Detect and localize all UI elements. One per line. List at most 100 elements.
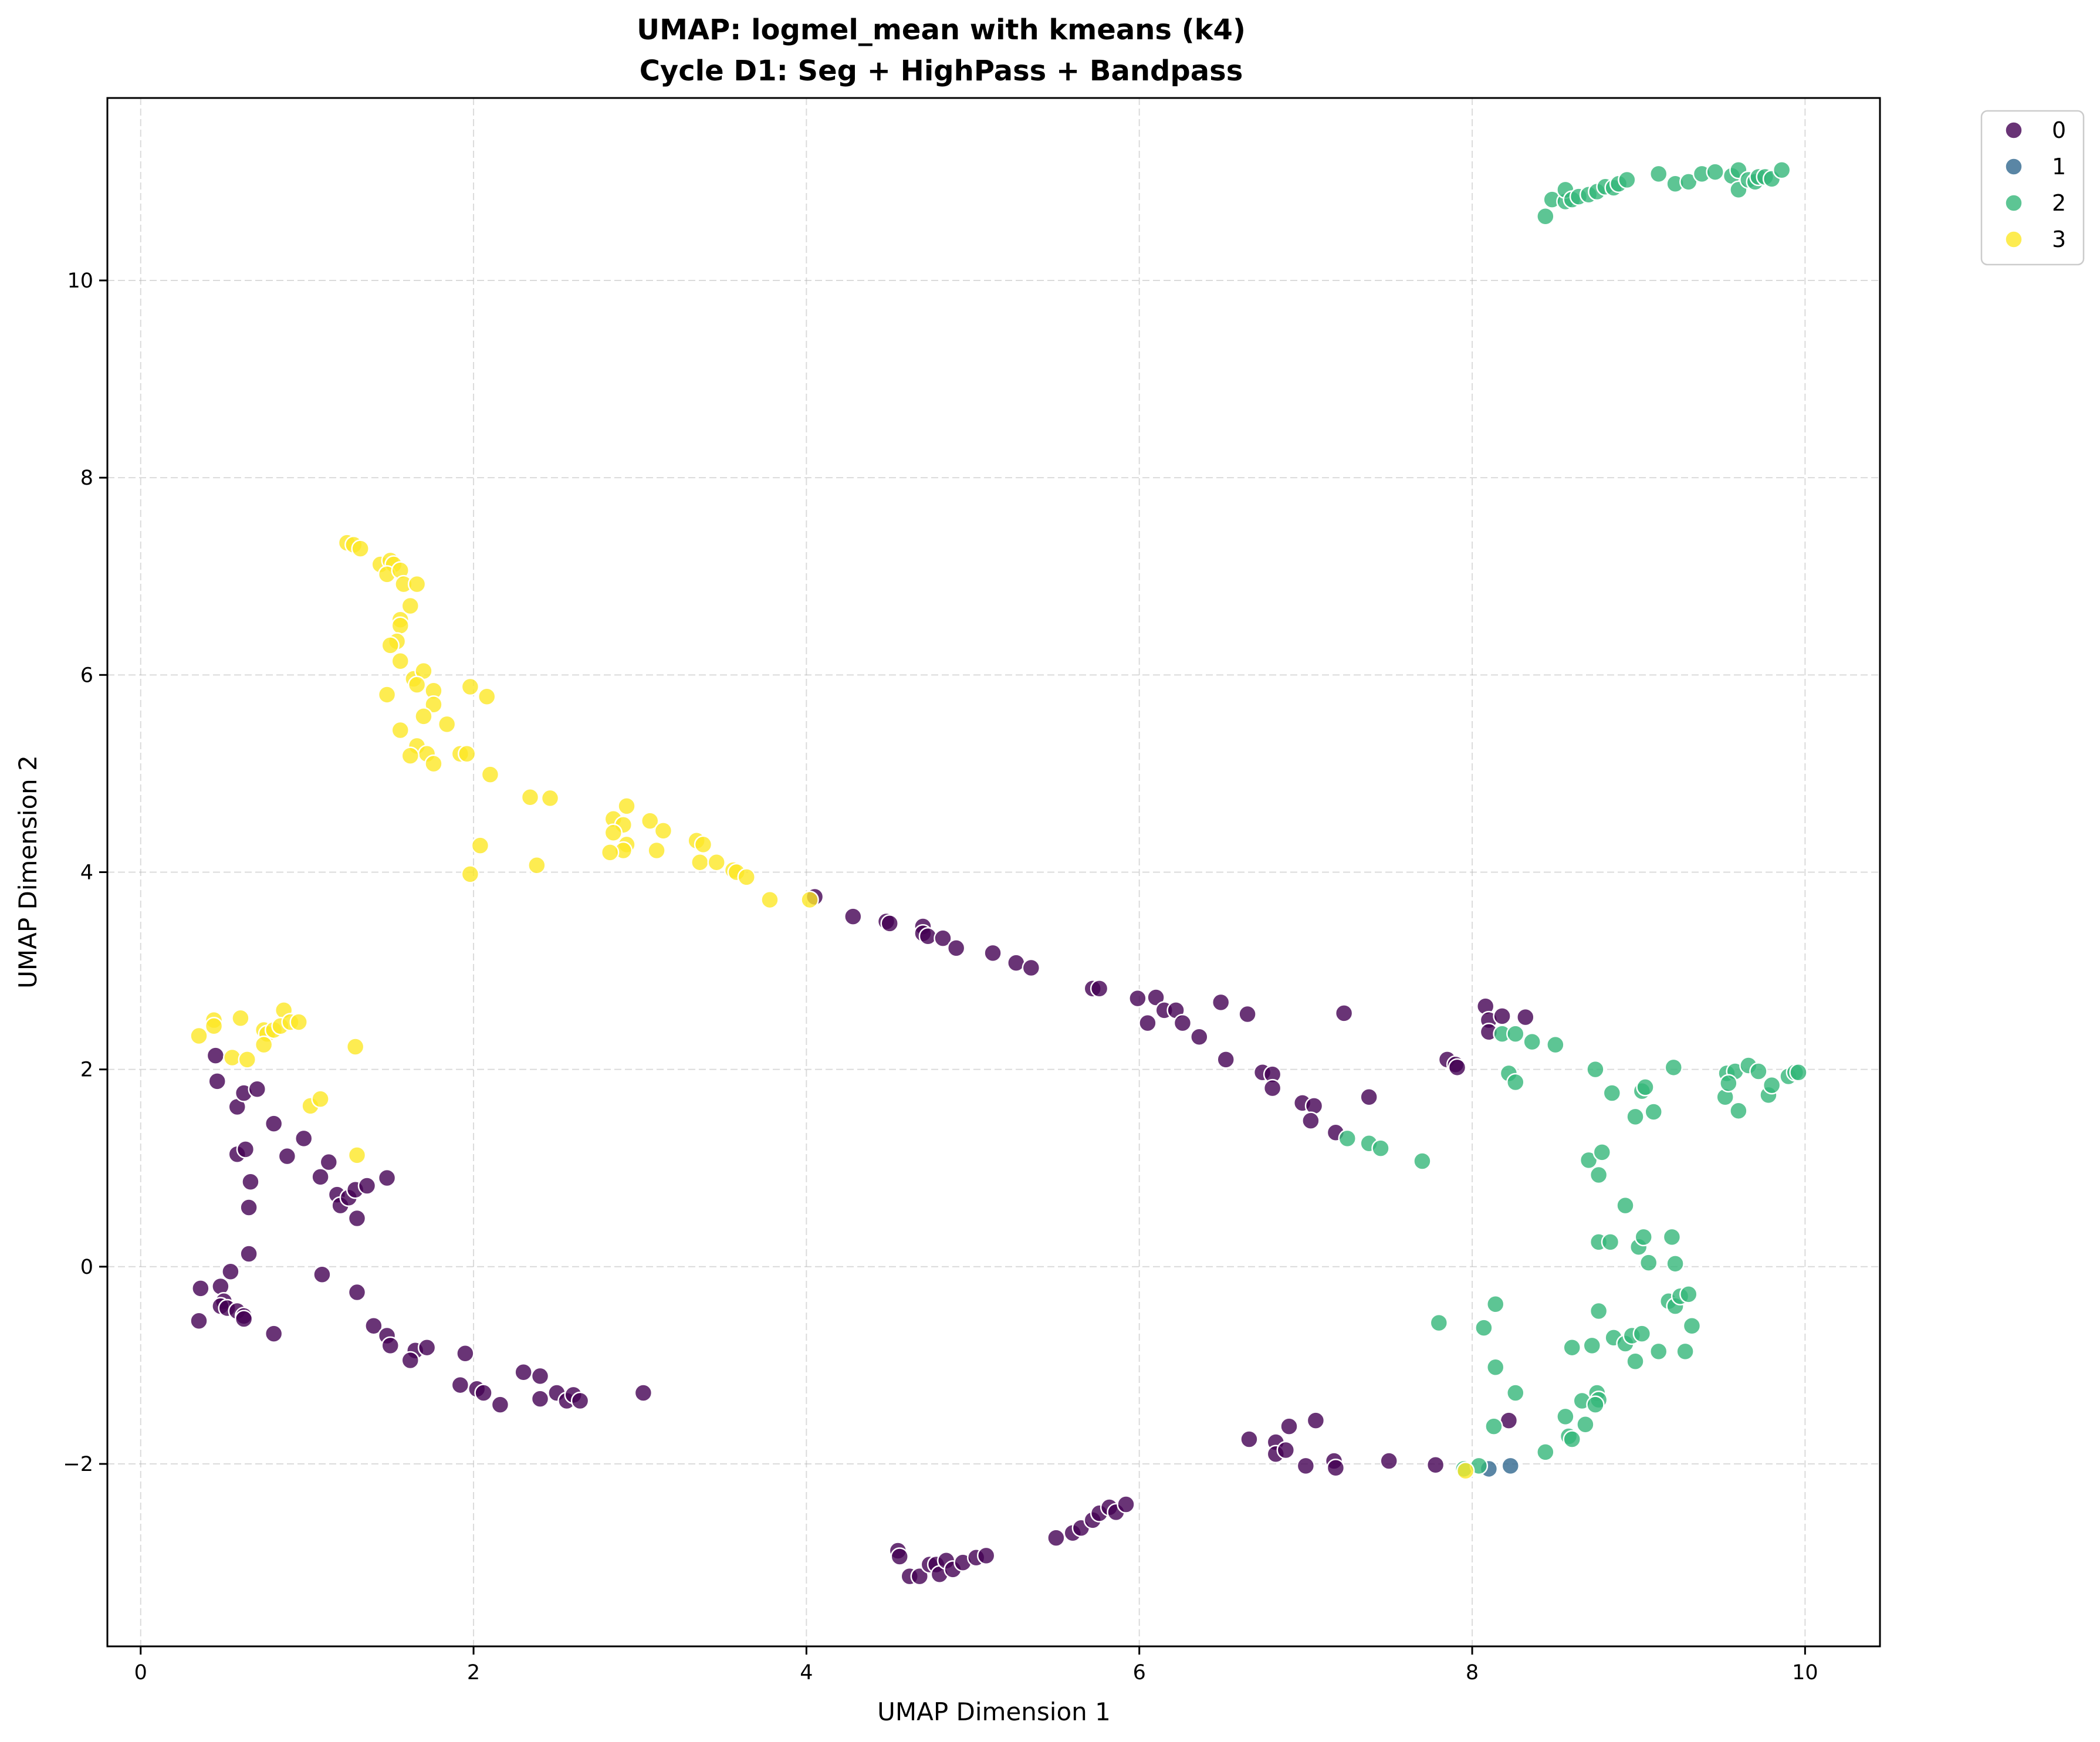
cluster-2-point [1762, 1075, 1781, 1095]
cluster-3-point [640, 811, 660, 830]
cluster-0-point [241, 1172, 260, 1192]
cluster-0-point [191, 1279, 210, 1298]
cluster-0-point [1516, 1007, 1535, 1027]
x-tick-label: 2 [467, 1661, 480, 1685]
cluster-2-point [1789, 1063, 1808, 1082]
cluster-0-point [264, 1114, 283, 1133]
cluster-3-point [424, 754, 443, 773]
cluster-2-point [1634, 1227, 1653, 1247]
cluster-3-point [407, 675, 427, 694]
cluster-0-point [364, 1316, 383, 1335]
cluster-2-point [1618, 170, 1636, 190]
cluster-0-point [347, 1209, 367, 1228]
cluster-2-point [1556, 1407, 1575, 1426]
cluster-3-point [654, 821, 673, 840]
cluster-0-point [319, 1152, 339, 1172]
x-axis-label: UMAP Dimension 1 [877, 1697, 1111, 1726]
cluster-0-point [474, 1384, 493, 1402]
x-tick-label: 0 [134, 1661, 147, 1685]
cluster-3-point [391, 652, 410, 671]
chart-subtitle: Cycle D1: Seg + HighPass + Bandpass [640, 55, 1243, 87]
data-points [190, 160, 1808, 1586]
cluster-3-point [414, 707, 433, 726]
cluster-3-point [520, 788, 540, 807]
grid [107, 98, 1880, 1646]
cluster-0-point [1240, 1430, 1259, 1449]
cluster-0-point [910, 1567, 929, 1586]
cluster-3-point [457, 745, 476, 763]
cluster-2-point [1506, 1024, 1525, 1043]
cluster-2-point [1413, 1152, 1432, 1171]
cluster-3-point [231, 1009, 250, 1028]
cluster-2-point [1486, 1358, 1505, 1377]
legend-label-2: 2 [2052, 190, 2066, 216]
y-tick-label: 6 [80, 664, 93, 687]
cluster-2-point [1371, 1139, 1390, 1158]
cluster-0-point [1448, 1058, 1467, 1077]
cluster-3-point [238, 1050, 257, 1069]
cluster-2-point [1546, 1035, 1565, 1054]
axis-ticks: 0 2 4 6 8 10 −2 0 2 4 6 8 10 [63, 269, 1818, 1685]
cluster-2-point [1666, 1254, 1685, 1273]
cluster-2-point [1649, 164, 1668, 184]
cluster-2-point [1563, 1338, 1581, 1357]
cluster-0-point [1047, 1528, 1066, 1547]
cluster-3-point [604, 823, 623, 843]
cluster-0-point [1379, 1452, 1398, 1470]
cluster-0-point [239, 1198, 258, 1217]
legend-label-1: 1 [2052, 154, 2066, 180]
y-tick-label: 0 [80, 1256, 93, 1279]
cluster-3-point [401, 746, 420, 765]
x-tick-label: 8 [1466, 1661, 1479, 1685]
cluster-2-point [1475, 1318, 1493, 1337]
cluster-0-point [347, 1283, 367, 1302]
cluster-0-point [946, 939, 966, 958]
cluster-2-point [1563, 1430, 1581, 1449]
cluster-2-point [1639, 1253, 1658, 1272]
cluster-0-point [1280, 1417, 1298, 1436]
cluster-3-point [691, 853, 709, 872]
cluster-3-point [707, 853, 726, 872]
cluster-0-point [417, 1338, 437, 1357]
cluster-0-point [530, 1366, 550, 1386]
cluster-3-point [737, 868, 756, 887]
cluster-0-point [976, 1546, 996, 1565]
cluster-0-point [451, 1375, 470, 1395]
cluster-2-point [1626, 1352, 1645, 1371]
cluster-2-point [1523, 1032, 1541, 1051]
cluster-2-point [1626, 1107, 1645, 1127]
cluster-3-point [381, 636, 400, 655]
cluster-0-point [311, 1168, 330, 1186]
y-tick-label: 4 [80, 861, 93, 885]
x-tick-label: 10 [1792, 1661, 1818, 1685]
cluster-2-point [1602, 1084, 1622, 1102]
cluster-2-point [1338, 1129, 1357, 1148]
cluster-0-point [1190, 1027, 1209, 1046]
cluster-0-point [1173, 1013, 1192, 1033]
cluster-0-point [264, 1324, 283, 1343]
cluster-3-point [311, 1090, 330, 1108]
cluster-3-point [204, 1016, 224, 1036]
legend-label-3: 3 [2052, 226, 2066, 252]
cluster-2-point [1632, 1324, 1652, 1343]
legend-box [1980, 110, 2085, 266]
cluster-0-point [1022, 958, 1041, 977]
cluster-0-point [844, 907, 863, 926]
cluster-2-point [1592, 1143, 1612, 1162]
cluster-3-point [481, 765, 500, 784]
cluster-2-point [1682, 1316, 1702, 1335]
cluster-2-point [1729, 1101, 1748, 1121]
cluster-3-point [190, 1026, 208, 1046]
cluster-2-point [1536, 1443, 1555, 1462]
cluster-2-point [1589, 1301, 1608, 1321]
cluster-3-point [424, 695, 443, 714]
cluster-0-point [1360, 1087, 1378, 1107]
cluster-0-point [1426, 1455, 1445, 1474]
cluster-3-point [461, 677, 480, 696]
legend-marker-2 [2004, 194, 2023, 212]
cluster-2-point [1649, 1342, 1668, 1361]
cluster-0-point [221, 1262, 240, 1281]
cluster-3-point [600, 843, 620, 862]
cluster-0-point [880, 914, 899, 933]
